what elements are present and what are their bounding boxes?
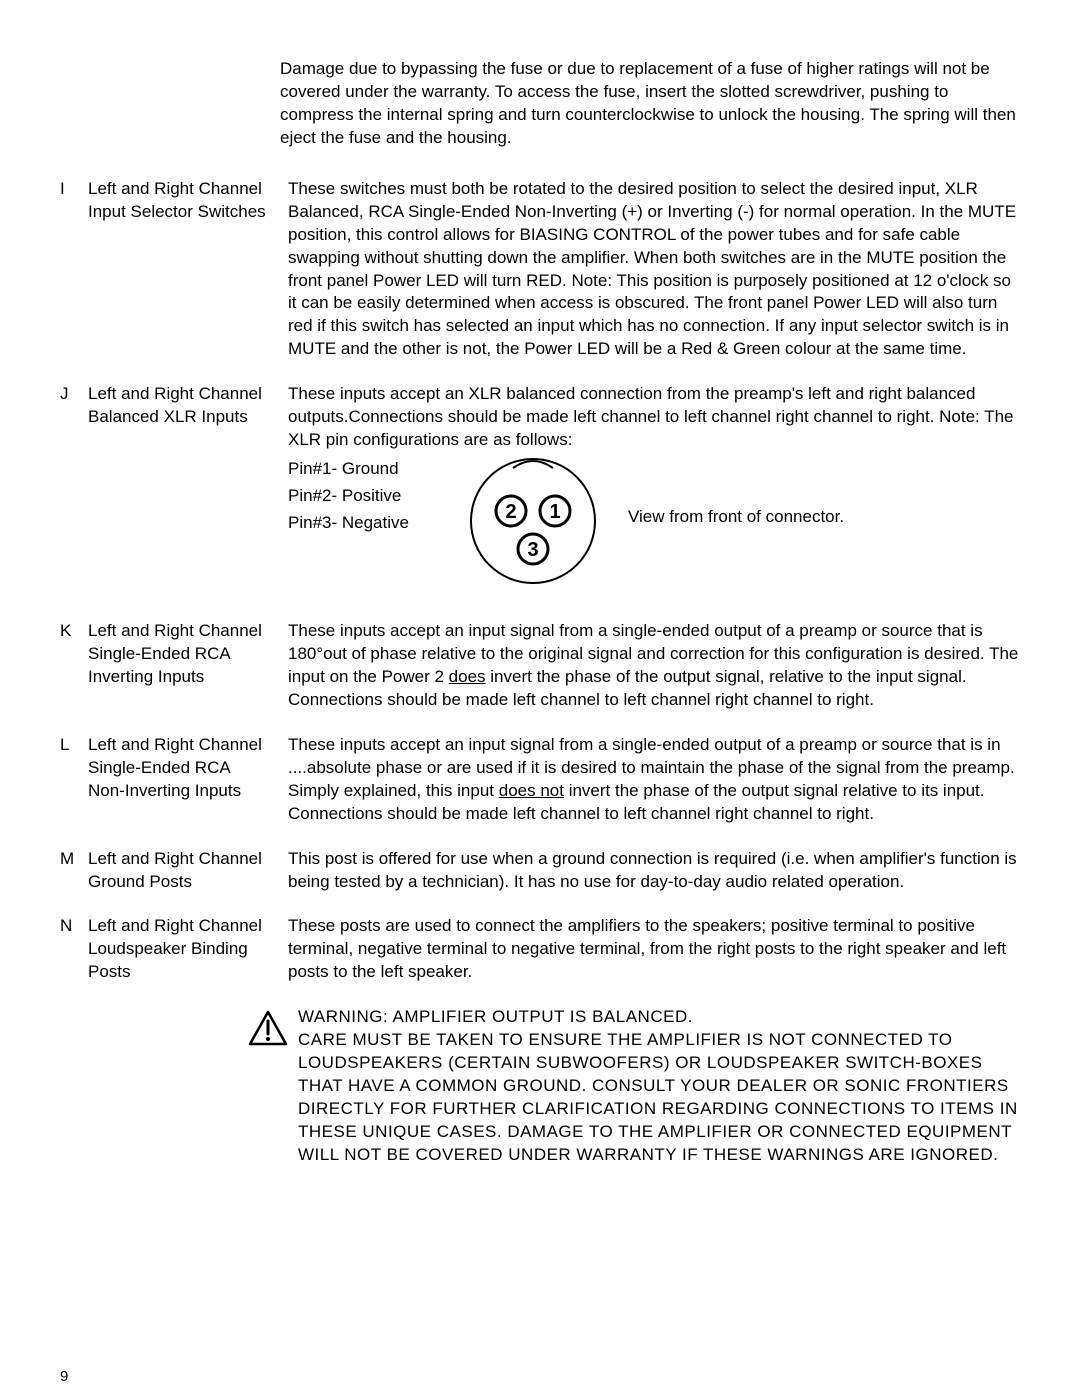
warning-heading: WARNING: AMPLIFIER OUTPUT IS BALANCED.: [298, 1006, 1020, 1029]
item-L: L Left and Right Channel Single-Ended RC…: [60, 734, 1020, 826]
xlr-pin-block: Pin#1- Ground Pin#2- Positive Pin#3- Neg…: [288, 458, 1020, 598]
label-line: Left and Right Channel: [88, 620, 280, 643]
label-line: Balanced XLR Inputs: [88, 406, 280, 429]
item-body: These switches must both be rotated to t…: [288, 178, 1020, 362]
item-letter: J: [60, 383, 88, 598]
item-K: K Left and Right Channel Single-Ended RC…: [60, 620, 1020, 712]
pin-line: Pin#3- Negative: [288, 512, 458, 535]
intro-paragraph: Damage due to bypassing the fuse or due …: [280, 58, 1020, 150]
item-letter: K: [60, 620, 88, 712]
label-line: Loudspeaker Binding Posts: [88, 938, 280, 984]
body-underline: does not: [499, 781, 564, 800]
warning-body: CARE MUST BE TAKEN TO ENSURE THE AMPLIFI…: [298, 1029, 1020, 1167]
pin3-label: 3: [527, 539, 538, 561]
item-letter: N: [60, 915, 88, 984]
pin-line: Pin#2- Positive: [288, 485, 458, 508]
label-line: Left and Right Channel: [88, 915, 280, 938]
warning-text: WARNING: AMPLIFIER OUTPUT IS BALANCED. C…: [298, 1006, 1020, 1167]
item-letter: L: [60, 734, 88, 826]
page-number: 9: [60, 1367, 68, 1387]
item-body: These posts are used to connect the ampl…: [288, 915, 1020, 984]
item-label: Left and Right Channel Single-Ended RCA …: [88, 620, 288, 712]
label-line: Inverting Inputs: [88, 666, 280, 689]
label-line: Ground Posts: [88, 871, 280, 894]
label-line: Left and Right Channel: [88, 178, 280, 201]
item-J: J Left and Right Channel Balanced XLR In…: [60, 383, 1020, 598]
body-text: These inputs accept an XLR balanced conn…: [288, 383, 1020, 452]
xlr-connector-diagram: 2 1 3: [458, 446, 608, 596]
xlr-caption: View from front of connector.: [628, 506, 844, 529]
item-body: These inputs accept an input signal from…: [288, 620, 1020, 712]
label-line: Single-Ended RCA: [88, 643, 280, 666]
label-line: Input Selector Switches: [88, 201, 280, 224]
item-label: Left and Right Channel Input Selector Sw…: [88, 178, 288, 362]
label-line: Left and Right Channel: [88, 734, 280, 757]
warning-block: WARNING: AMPLIFIER OUTPUT IS BALANCED. C…: [248, 1006, 1020, 1167]
item-label: Left and Right Channel Single-Ended RCA …: [88, 734, 288, 826]
item-I: I Left and Right Channel Input Selector …: [60, 178, 1020, 362]
item-body: These inputs accept an XLR balanced conn…: [288, 383, 1020, 598]
item-M: M Left and Right Channel Ground Posts Th…: [60, 848, 1020, 894]
item-label: Left and Right Channel Ground Posts: [88, 848, 288, 894]
item-label: Left and Right Channel Loudspeaker Bindi…: [88, 915, 288, 984]
pin2-label: 2: [505, 501, 516, 523]
item-letter: M: [60, 848, 88, 894]
warning-icon: [248, 1006, 298, 1167]
label-line: Single-Ended RCA: [88, 757, 280, 780]
pin-list: Pin#1- Ground Pin#2- Positive Pin#3- Neg…: [288, 458, 458, 539]
item-N: N Left and Right Channel Loudspeaker Bin…: [60, 915, 1020, 984]
pin1-label: 1: [549, 501, 560, 523]
pin-line: Pin#1- Ground: [288, 458, 458, 481]
body-underline: does: [449, 667, 486, 686]
manual-page: Damage due to bypassing the fuse or due …: [0, 0, 1080, 1167]
item-body: These inputs accept an input signal from…: [288, 734, 1020, 826]
label-line: Non-Inverting Inputs: [88, 780, 280, 803]
item-label: Left and Right Channel Balanced XLR Inpu…: [88, 383, 288, 598]
label-line: Left and Right Channel: [88, 848, 280, 871]
item-letter: I: [60, 178, 88, 362]
item-body: This post is offered for use when a grou…: [288, 848, 1020, 894]
label-line: Left and Right Channel: [88, 383, 280, 406]
